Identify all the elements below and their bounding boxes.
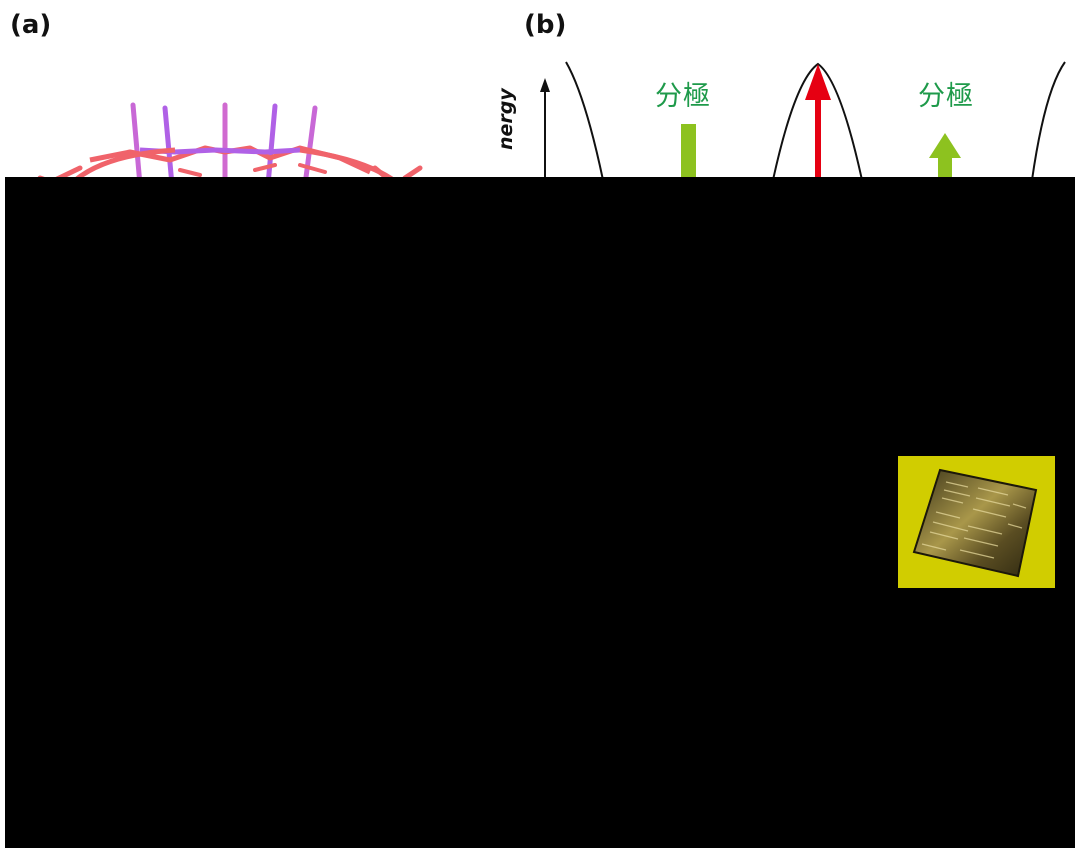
redacted-area [5,177,1075,848]
red-arrow-head [805,64,831,100]
polarization-label-right: 分極 [918,81,974,112]
chip-photo [898,456,1055,588]
energy-landscape-diagram [540,61,1066,185]
lattice-vertical-bonds [130,102,318,185]
polarization-arrow-head [929,133,961,158]
polarization-label-left: 分極 [655,81,711,112]
panel-b-label: (b) [524,10,567,40]
energy-axis-label: nergy [495,88,517,150]
chip-circuit-marks [921,481,1027,559]
polarization-arrow-shaft [938,155,952,180]
energy-axis-arrowhead [540,78,550,92]
panel-a-label: (a) [10,10,52,40]
crystal-lattice-illustration [37,102,423,185]
polarization-bar [681,124,696,180]
